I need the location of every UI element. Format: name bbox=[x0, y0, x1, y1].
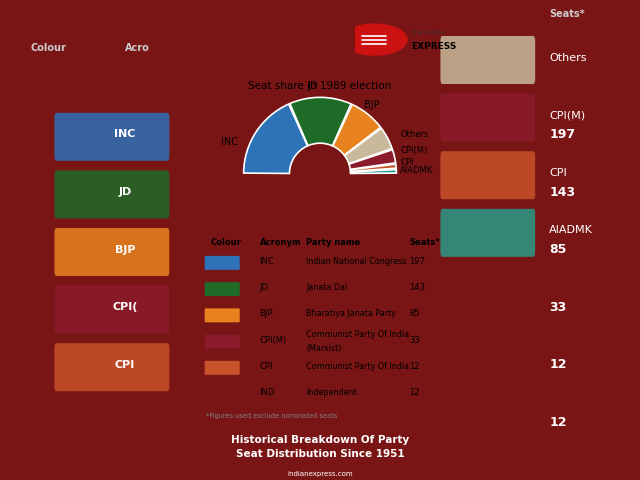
Text: Acronym: Acronym bbox=[260, 238, 301, 247]
Text: CPI(M): CPI(M) bbox=[549, 110, 586, 120]
Text: 85: 85 bbox=[549, 243, 566, 256]
Text: AIADMK: AIADMK bbox=[549, 226, 593, 235]
Text: Indian National Congress: Indian National Congress bbox=[307, 257, 406, 266]
Text: EXPRESS: EXPRESS bbox=[412, 42, 457, 51]
FancyBboxPatch shape bbox=[205, 361, 240, 375]
FancyBboxPatch shape bbox=[54, 113, 170, 161]
Text: *Figures used exclude nominated seats: *Figures used exclude nominated seats bbox=[206, 413, 337, 419]
Wedge shape bbox=[349, 150, 396, 169]
Text: 85: 85 bbox=[409, 310, 420, 319]
Text: 143: 143 bbox=[409, 283, 425, 292]
Text: Communist Party Of India: Communist Party Of India bbox=[307, 362, 410, 371]
Text: BJP: BJP bbox=[364, 100, 380, 110]
Text: CPI(M): CPI(M) bbox=[400, 146, 428, 156]
Text: Others: Others bbox=[549, 53, 587, 62]
Text: indianexpress.com: indianexpress.com bbox=[287, 471, 353, 477]
Text: Others: Others bbox=[400, 130, 429, 139]
Wedge shape bbox=[333, 105, 381, 155]
Wedge shape bbox=[344, 128, 392, 164]
Text: 33: 33 bbox=[409, 336, 420, 345]
Text: JD: JD bbox=[118, 187, 132, 197]
Text: CPI: CPI bbox=[400, 158, 413, 167]
Text: BJP: BJP bbox=[115, 245, 135, 254]
Text: Seats*: Seats* bbox=[549, 10, 585, 19]
Text: CPI: CPI bbox=[260, 362, 273, 371]
FancyBboxPatch shape bbox=[440, 151, 535, 199]
Text: Seats*: Seats* bbox=[409, 238, 440, 247]
Text: INC: INC bbox=[260, 257, 275, 266]
FancyBboxPatch shape bbox=[54, 228, 170, 276]
FancyBboxPatch shape bbox=[205, 308, 240, 323]
FancyBboxPatch shape bbox=[440, 209, 535, 257]
Text: Party name: Party name bbox=[307, 238, 360, 247]
Text: INC: INC bbox=[221, 137, 238, 147]
Text: CPI: CPI bbox=[115, 360, 135, 370]
Text: Janata Dal: Janata Dal bbox=[307, 283, 348, 292]
Text: CPI(M): CPI(M) bbox=[260, 336, 287, 345]
FancyBboxPatch shape bbox=[54, 170, 170, 218]
Text: Colour: Colour bbox=[211, 238, 241, 247]
FancyBboxPatch shape bbox=[54, 286, 170, 334]
Text: 197: 197 bbox=[409, 257, 425, 266]
Text: CPI(: CPI( bbox=[112, 302, 138, 312]
Text: Colour: Colour bbox=[30, 43, 66, 53]
Text: JD: JD bbox=[307, 81, 317, 91]
Circle shape bbox=[341, 24, 407, 55]
Text: Communist Party Of India: Communist Party Of India bbox=[307, 330, 410, 339]
Text: 33: 33 bbox=[549, 300, 566, 314]
Text: CPI: CPI bbox=[549, 168, 567, 178]
Text: Seat share in 1989 election: Seat share in 1989 election bbox=[248, 81, 392, 91]
Wedge shape bbox=[244, 104, 307, 173]
Text: Acro: Acro bbox=[125, 43, 150, 53]
FancyBboxPatch shape bbox=[205, 335, 240, 348]
Text: 12: 12 bbox=[549, 416, 567, 429]
FancyBboxPatch shape bbox=[440, 94, 535, 142]
FancyBboxPatch shape bbox=[205, 256, 240, 270]
Text: IND: IND bbox=[260, 388, 275, 397]
FancyBboxPatch shape bbox=[440, 36, 535, 84]
Wedge shape bbox=[350, 164, 396, 171]
Text: 197: 197 bbox=[549, 128, 575, 141]
Wedge shape bbox=[290, 97, 351, 146]
Text: 12: 12 bbox=[409, 388, 420, 397]
Text: 143: 143 bbox=[549, 185, 575, 199]
Text: BJP: BJP bbox=[260, 310, 273, 319]
Text: INC: INC bbox=[115, 130, 136, 139]
Text: (Marxist): (Marxist) bbox=[307, 344, 342, 352]
Text: 12: 12 bbox=[549, 358, 567, 372]
FancyBboxPatch shape bbox=[54, 343, 170, 391]
Text: Historical Breakdown Of Party
Seat Distribution Since 1951: Historical Breakdown Of Party Seat Distr… bbox=[231, 435, 409, 459]
Text: Bharatiya Janata Party: Bharatiya Janata Party bbox=[307, 310, 396, 319]
Text: AIADMK: AIADMK bbox=[400, 166, 433, 175]
Text: The Indian: The Indian bbox=[412, 30, 445, 35]
Text: JD: JD bbox=[260, 283, 269, 292]
Text: 12: 12 bbox=[409, 362, 420, 371]
FancyBboxPatch shape bbox=[205, 282, 240, 296]
Text: Independent: Independent bbox=[307, 388, 357, 397]
Wedge shape bbox=[351, 169, 396, 173]
